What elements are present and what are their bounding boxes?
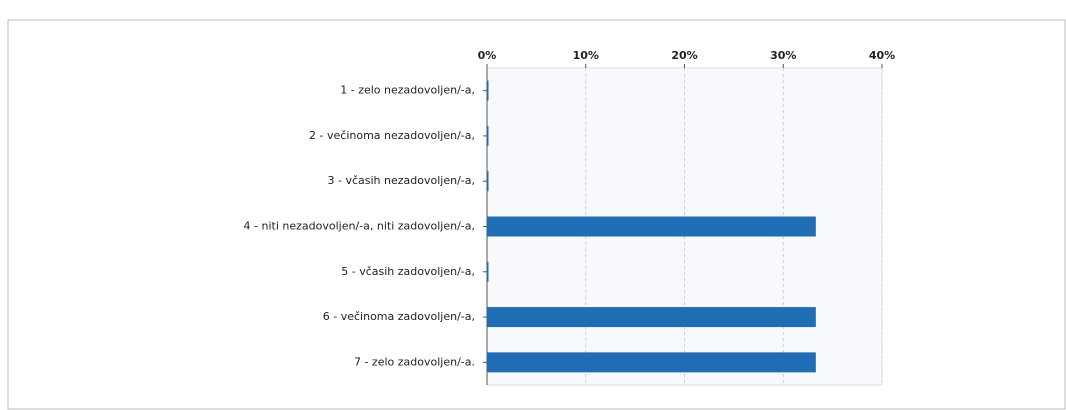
- bar: [487, 261, 489, 282]
- bar: [487, 171, 489, 192]
- y-tick-label: 5 - včasih zadovoljen/-a,: [341, 265, 475, 278]
- x-tick-label: 10%: [573, 49, 599, 62]
- x-tick-label: 20%: [671, 49, 697, 62]
- y-tick-label: 1 - zelo nezadovoljen/-a,: [340, 84, 475, 97]
- bar: [487, 216, 816, 237]
- bar: [487, 307, 816, 328]
- y-tick-label: 3 - včasih nezadovoljen/-a,: [328, 174, 476, 187]
- y-tick-label: 6 - večinoma zadovoljen/-a,: [323, 310, 475, 323]
- bar: [487, 352, 816, 373]
- x-tick-label: 0%: [478, 49, 497, 62]
- bar: [487, 125, 489, 146]
- bar: [487, 80, 489, 101]
- y-tick-label: 7 - zelo zadovoljen/-a.: [354, 355, 475, 368]
- x-tick-label: 30%: [770, 49, 796, 62]
- x-tick-label: 40%: [869, 49, 895, 62]
- y-tick-label: 2 - večinoma nezadovoljen/-a,: [309, 129, 475, 142]
- y-tick-label: 4 - niti nezadovoljen/-a, niti zadovolje…: [244, 220, 475, 233]
